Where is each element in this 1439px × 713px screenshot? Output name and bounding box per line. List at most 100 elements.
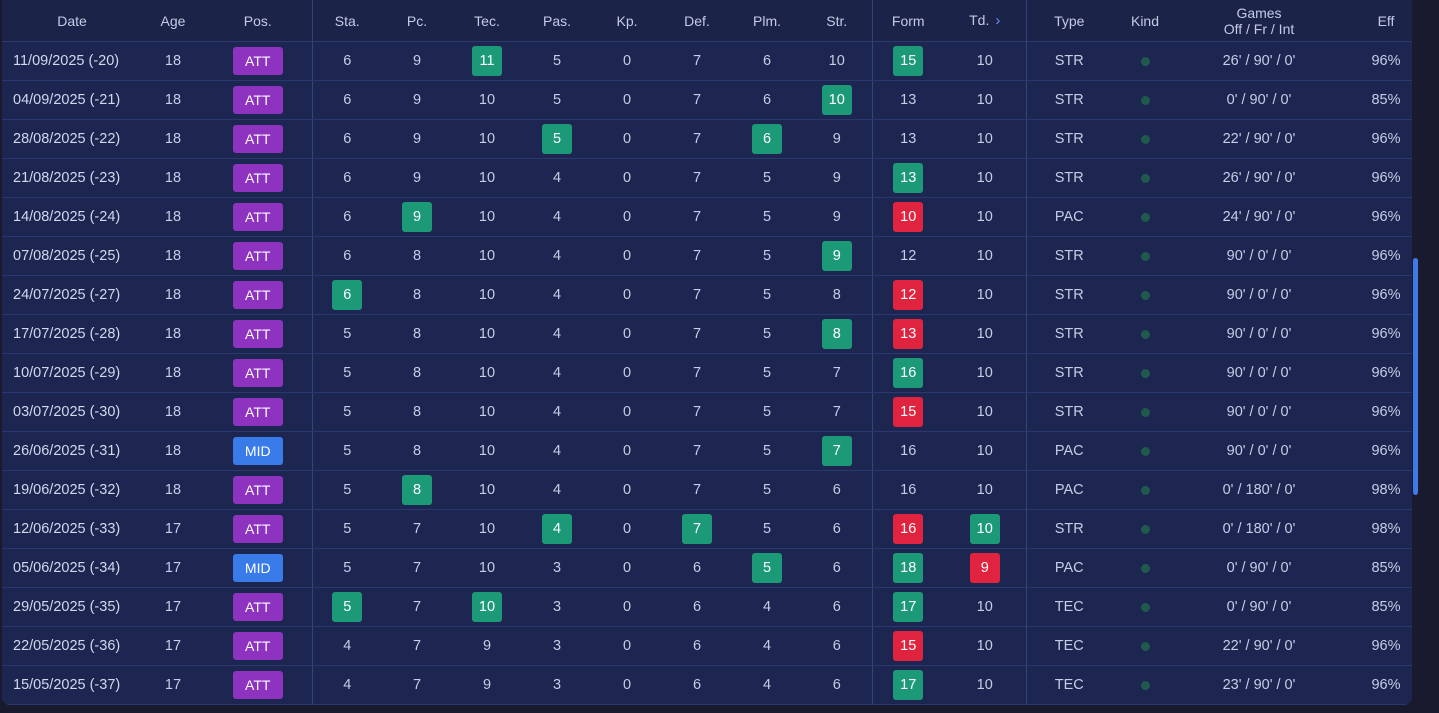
- col-td[interactable]: Td. ›: [944, 0, 1026, 42]
- col-tec[interactable]: Tec.: [452, 0, 522, 42]
- table-row[interactable]: 07/08/2025 (-25) 18 ATT 6 8 10 4 0 7 5 9 12 10 STR 90'…: [2, 236, 1412, 276]
- vertical-scrollbar[interactable]: [1413, 258, 1418, 495]
- age-value: 18: [164, 404, 182, 420]
- table-row[interactable]: 22/05/2025 (-36) 17 ATT 4 7 9 3 0 6 4 6 15 10 TEC 22' …: [2, 626, 1412, 666]
- table-row[interactable]: 29/05/2025 (-35) 17 ATT 5 7 10 3 0 6 4 6 17 10 TEC 0' …: [2, 587, 1412, 627]
- date-value: 07/08/2025 (-25): [13, 248, 121, 264]
- table-row[interactable]: 04/09/2025 (-21) 18 ATT 6 9 10 5 0 7 6 10 13 10 STR 0'…: [2, 80, 1412, 120]
- sta-cell: 6: [311, 80, 382, 120]
- col-kind[interactable]: Kind: [1112, 0, 1178, 42]
- plm-value: 5: [762, 326, 772, 342]
- type-cell: PAC: [1025, 470, 1112, 510]
- table-row[interactable]: 21/08/2025 (-23) 18 ATT 6 9 10 4 0 7 5 9 13 10 STR 26'…: [2, 158, 1412, 198]
- pas-cell: 5: [522, 80, 592, 120]
- plm-cell: 5: [732, 158, 802, 198]
- col-type[interactable]: Type: [1025, 0, 1112, 42]
- def-value: 7: [692, 326, 702, 342]
- def-value: 7: [692, 482, 702, 498]
- kind-cell: [1112, 353, 1178, 393]
- col-pas[interactable]: Pas.: [522, 0, 592, 42]
- tec-value: 10: [478, 326, 496, 342]
- col-date[interactable]: Date: [2, 0, 142, 42]
- pc-cell: 9: [382, 41, 452, 81]
- history-table: Date Age Pos. Sta. Pc. Tec. Pas. Kp. Def…: [2, 0, 1412, 705]
- kp-value: 0: [622, 482, 632, 498]
- col-eff[interactable]: Eff: [1340, 0, 1412, 42]
- kp-cell: 0: [592, 197, 662, 237]
- table-body: 11/09/2025 (-20) 18 ATT 6 9 11 5 0 7 6 10 15 10 STR 26…: [2, 41, 1412, 705]
- plm-value: 5: [762, 404, 772, 420]
- form-cell: 15: [871, 626, 944, 666]
- plm-value: 5: [762, 482, 772, 498]
- str-cell: 6: [802, 665, 872, 705]
- tec-value: 10: [478, 131, 496, 147]
- col-age[interactable]: Age: [142, 0, 204, 42]
- games-value: 90' / 0' / 0': [1226, 326, 1292, 342]
- col-kp[interactable]: Kp.: [592, 0, 662, 42]
- games-value: 0' / 180' / 0': [1222, 482, 1296, 498]
- position-badge: ATT: [232, 203, 283, 231]
- pc-value: 8: [412, 287, 422, 303]
- sta-value: 6: [343, 92, 352, 108]
- table-row[interactable]: 19/06/2025 (-32) 18 ATT 5 8 10 4 0 7 5 6 16 10 PAC 0' …: [2, 470, 1412, 510]
- def-value: 7: [692, 209, 702, 225]
- type-cell: STR: [1025, 41, 1112, 81]
- col-form[interactable]: Form: [871, 0, 944, 42]
- table-row[interactable]: 10/07/2025 (-29) 18 ATT 5 8 10 4 0 7 5 7 16 10 STR 90'…: [2, 353, 1412, 393]
- table-row[interactable]: 14/08/2025 (-24) 18 ATT 6 9 10 4 0 7 5 9 10 10 PAC 24'…: [2, 197, 1412, 237]
- pas-cell: 4: [522, 314, 592, 354]
- kind-cell: [1112, 236, 1178, 276]
- str-value: 7: [821, 436, 852, 466]
- age-value: 17: [164, 599, 182, 615]
- plm-value: 5: [762, 365, 772, 381]
- table-row[interactable]: 15/05/2025 (-37) 17 ATT 4 7 9 3 0 6 4 6 17 10 TEC 23' …: [2, 665, 1412, 705]
- col-def[interactable]: Def.: [662, 0, 732, 42]
- type-value: TEC: [1054, 638, 1084, 654]
- games-cell: 26' / 90' / 0': [1178, 41, 1340, 81]
- table-row[interactable]: 05/06/2025 (-34) 17 MID 5 7 10 3 0 6 5 6 18 9 PAC 0' /…: [2, 548, 1412, 588]
- pas-cell: 4: [522, 197, 592, 237]
- col-plm[interactable]: Plm.: [732, 0, 802, 42]
- date-cell: 07/08/2025 (-25): [2, 236, 142, 276]
- age-cell: 18: [142, 314, 204, 354]
- pas-value: 5: [552, 92, 562, 108]
- td-cell: 10: [944, 158, 1026, 198]
- date-value: 15/05/2025 (-37): [13, 677, 121, 693]
- kp-cell: 0: [592, 236, 662, 276]
- kp-cell: 0: [592, 392, 662, 432]
- form-value: 12: [900, 248, 917, 264]
- pc-cell: 8: [382, 314, 452, 354]
- col-sta[interactable]: Sta.: [311, 0, 382, 42]
- pas-cell: 5: [522, 119, 592, 159]
- kind-cell: [1112, 392, 1178, 432]
- td-cell: 10: [944, 236, 1026, 276]
- form-cell: 12: [871, 236, 944, 276]
- tec-value: 10: [478, 209, 496, 225]
- table-row[interactable]: 11/09/2025 (-20) 18 ATT 6 9 11 5 0 7 6 10 15 10 STR 26…: [2, 41, 1412, 81]
- eff-cell: 96%: [1340, 158, 1412, 198]
- position-badge: ATT: [232, 515, 283, 543]
- age-cell: 17: [142, 548, 204, 588]
- table-row[interactable]: 17/07/2025 (-28) 18 ATT 5 8 10 4 0 7 5 8 13 10 STR 90'…: [2, 314, 1412, 354]
- table-row[interactable]: 28/08/2025 (-22) 18 ATT 6 9 10 5 0 7 6 9 13 10 STR 22'…: [2, 119, 1412, 159]
- table-row[interactable]: 03/07/2025 (-30) 18 ATT 5 8 10 4 0 7 5 7 15 10 STR 90'…: [2, 392, 1412, 432]
- kind-cell: [1112, 314, 1178, 354]
- kp-value: 0: [622, 170, 632, 186]
- table-row[interactable]: 26/06/2025 (-31) 18 MID 5 8 10 4 0 7 5 7 16 10 PAC 90'…: [2, 431, 1412, 471]
- games-cell: 0' / 90' / 0': [1178, 587, 1340, 627]
- sta-value: 6: [332, 280, 363, 310]
- pos-cell: ATT: [204, 353, 312, 393]
- col-pc[interactable]: Pc.: [382, 0, 452, 42]
- pc-cell: 9: [382, 158, 452, 198]
- col-games[interactable]: Games Off / Fr / Int: [1178, 0, 1340, 42]
- chevron-right-icon[interactable]: ›: [995, 12, 1001, 29]
- col-str[interactable]: Str.: [802, 0, 872, 42]
- col-pos[interactable]: Pos.: [204, 0, 312, 42]
- sta-cell: 4: [311, 665, 382, 705]
- pc-value: 7: [412, 638, 422, 654]
- eff-cell: 96%: [1340, 314, 1412, 354]
- games-cell: 0' / 90' / 0': [1178, 548, 1340, 588]
- position-badge: ATT: [232, 125, 283, 153]
- table-row[interactable]: 24/07/2025 (-27) 18 ATT 6 8 10 4 0 7 5 8 12 10 STR 90'…: [2, 275, 1412, 315]
- table-row[interactable]: 12/06/2025 (-33) 17 ATT 5 7 10 4 0 7 5 6 16 10 STR 0' …: [2, 509, 1412, 549]
